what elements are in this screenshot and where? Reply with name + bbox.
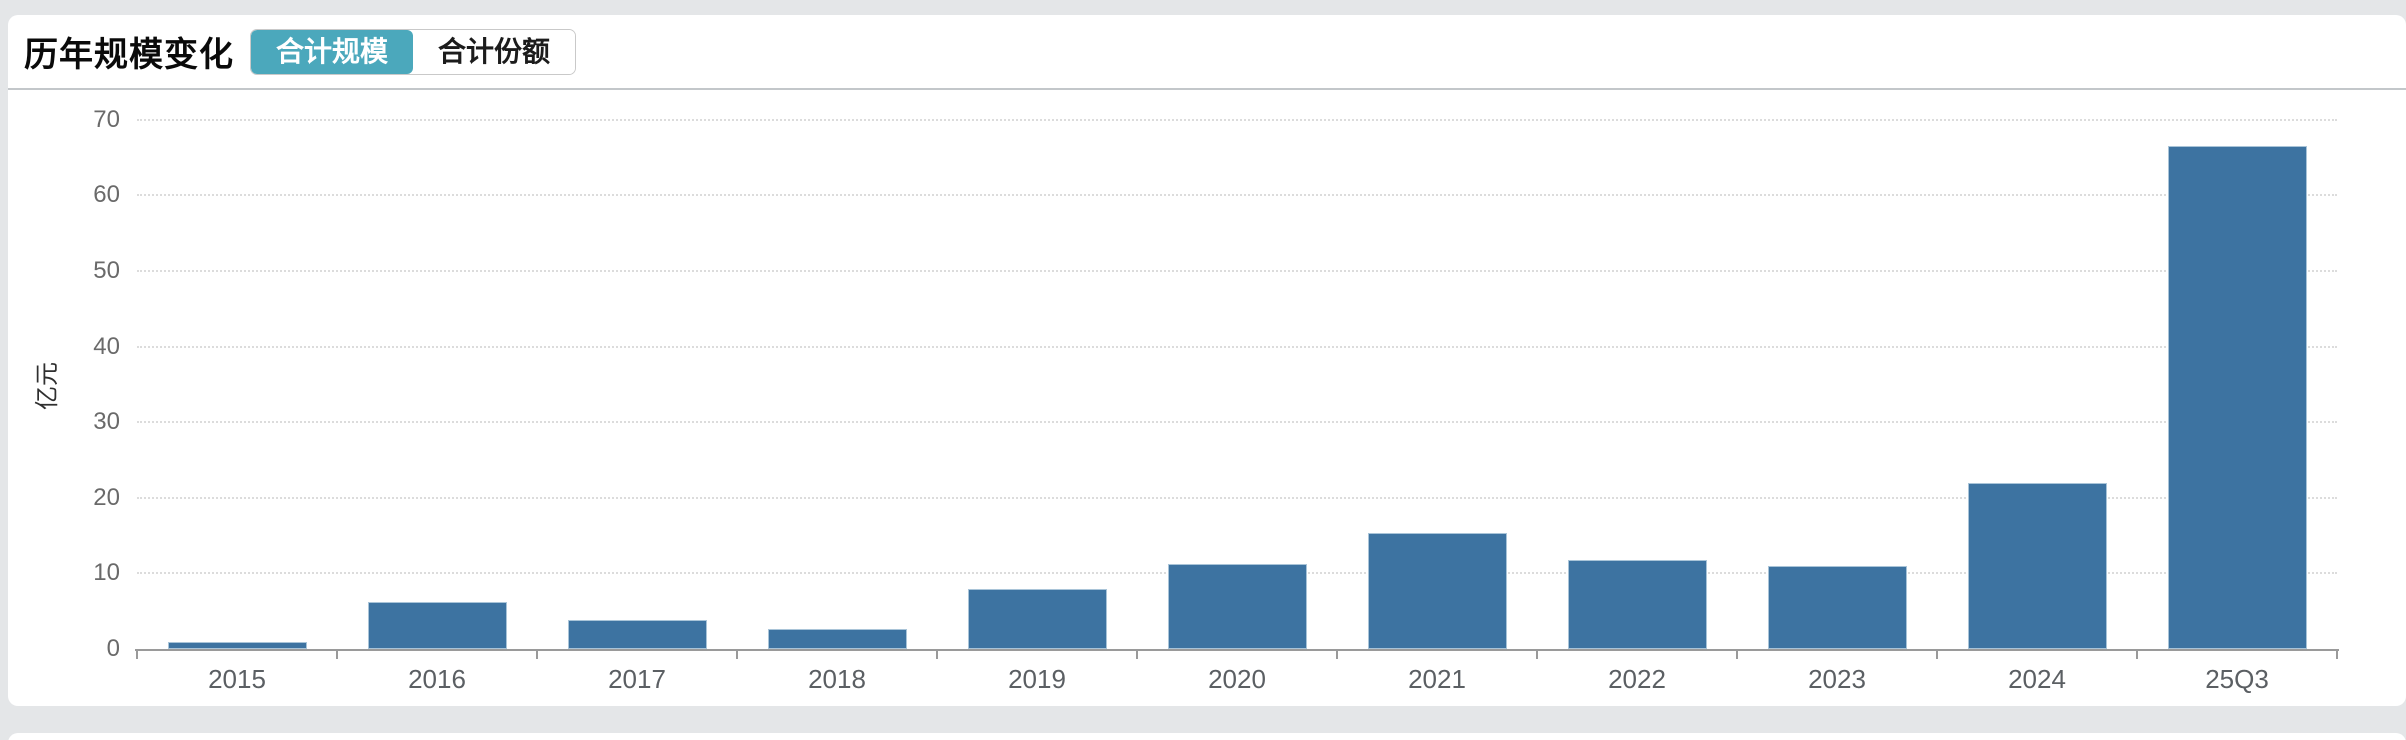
gridline-y-30 [137, 421, 2337, 424]
x-axis-tick [336, 651, 338, 659]
bar-2019[interactable] [967, 589, 1107, 649]
bar-2023[interactable] [1767, 566, 1907, 649]
gridline-y-50 [137, 270, 2337, 272]
y-tick-label: 70 [93, 105, 120, 133]
x-tick-label: 2024 [2008, 664, 2066, 694]
gridline-y-20 [137, 496, 2337, 499]
x-axis-tick [736, 651, 738, 659]
y-tick-label: 0 [106, 635, 120, 662]
page-title: 历年规模变化 [24, 36, 234, 74]
bar-2015[interactable] [167, 642, 307, 649]
x-tick-label: 2022 [1608, 664, 1666, 694]
x-tick-label: 2020 [1208, 664, 1266, 694]
x-tick-label: 2023 [1808, 664, 1866, 694]
bar-2022[interactable] [1567, 560, 1707, 649]
tab-total-share[interactable]: 合计份额 [413, 29, 576, 74]
gridline-y-70 [137, 118, 2337, 121]
x-tick-label: 2018 [808, 664, 866, 694]
bar-25Q3[interactable] [2167, 146, 2307, 649]
x-axis-tick [2336, 651, 2338, 659]
x-axis-tick [1936, 651, 1938, 659]
x-axis-tick [1736, 651, 1738, 659]
bar-2024[interactable] [1967, 483, 2107, 649]
metric-tab-group: 合计规模 合计份额 [250, 28, 577, 75]
bar-2018[interactable] [767, 629, 907, 649]
x-axis-tick [1536, 651, 1538, 659]
x-axis-tick [1336, 651, 1338, 659]
y-tick-label: 30 [93, 408, 120, 436]
bar-2016[interactable] [367, 602, 507, 649]
y-tick-label: 40 [93, 332, 120, 360]
bar-2017[interactable] [567, 620, 707, 649]
tab-total-scale[interactable]: 合计规模 [251, 29, 414, 74]
x-tick-label: 2019 [1008, 664, 1066, 694]
chart-card-header: 历年规模变化 合计规模 合计份额 [8, 15, 2406, 90]
x-axis-tick [2136, 651, 2138, 659]
x-tick-label: 2015 [208, 664, 266, 694]
x-axis-tick [936, 651, 938, 659]
x-axis-tick [136, 651, 138, 659]
gridline-y-60 [137, 194, 2337, 197]
chart-card: 历年规模变化 合计规模 合计份额 亿元 0 10 20 30 40 50 60 70 2015 2… [8, 15, 2406, 706]
x-axis-line [135, 649, 2339, 651]
bar-chart: 亿元 0 10 20 30 40 50 60 70 2015 2016 2017 2018 2019 20… [8, 90, 2406, 704]
bar-2020[interactable] [1167, 564, 1307, 649]
gridline-y-40 [137, 345, 2337, 348]
x-tick-label: 2021 [1408, 664, 1466, 694]
x-axis-tick [536, 651, 538, 659]
x-tick-label: 2016 [408, 664, 466, 694]
next-section-card [8, 733, 2406, 740]
x-tick-label: 25Q3 [2205, 664, 2269, 694]
x-tick-label: 2017 [608, 664, 666, 694]
bar-2021[interactable] [1367, 533, 1507, 649]
y-tick-label: 50 [93, 257, 120, 284]
x-axis-tick [1136, 651, 1138, 659]
y-tick-label: 20 [93, 483, 120, 511]
y-axis-unit-label: 亿元 [34, 362, 61, 410]
y-tick-label: 60 [93, 181, 120, 209]
y-tick-label: 10 [93, 559, 120, 587]
